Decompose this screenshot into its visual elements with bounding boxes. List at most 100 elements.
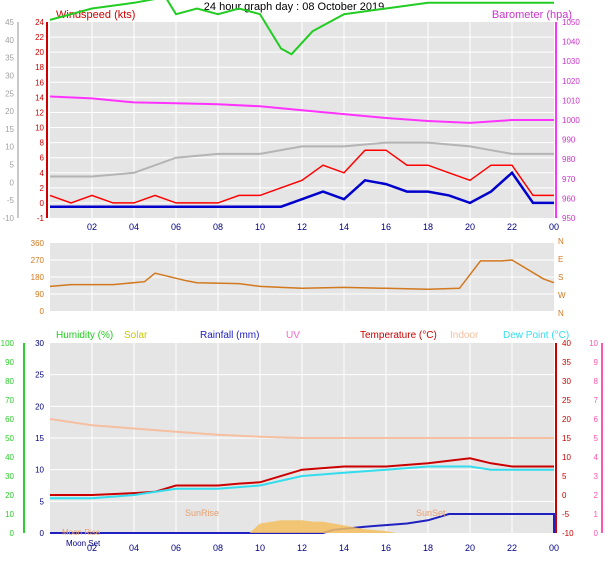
y-tick-label: 990 [562, 136, 576, 145]
x-tick-label: 14 [339, 222, 349, 232]
series-line [50, 465, 554, 500]
y-tick-label: 30 [35, 339, 44, 348]
x-tick-label: 18 [423, 543, 433, 553]
y-tick-label: 1 [594, 510, 599, 519]
y-tick-label: 90 [35, 290, 44, 299]
y-tick-label: 950 [562, 214, 576, 223]
x-tick-label: 16 [381, 222, 391, 232]
x-tick-label: 06 [171, 222, 181, 232]
legend-item: Rainfall (mm) [200, 330, 259, 341]
wind-series [49, 95, 554, 208]
y-tick-label: 5 [594, 434, 599, 443]
uv-axis: 0 1 2 3 4 5 6 7 8 9 10 [589, 339, 603, 538]
y-tick-label: 25 [5, 89, 14, 98]
y-tick-label: 100 [1, 339, 15, 348]
x-tick-label: 12 [297, 543, 307, 553]
y-tick-label: 10 [562, 453, 571, 462]
y-tick-label: 1010 [562, 96, 580, 105]
y-tick-label: 40 [5, 36, 14, 45]
temp-series [49, 0, 555, 534]
y-tick-label: -10 [562, 529, 574, 538]
legend-item: Humidity (%) [56, 330, 113, 341]
x-tick-label: 10 [255, 222, 265, 232]
x-tick-label: 04 [129, 222, 139, 232]
temperature-axis: -10 -5 0 5 10 15 20 25 30 35 40 [555, 339, 574, 538]
y-tick-label: 980 [562, 155, 576, 164]
y-tick-label: 25 [35, 371, 44, 380]
direction-series [49, 259, 555, 291]
y-tick-label: 180 [31, 273, 45, 282]
y-tick-label: 1030 [562, 57, 580, 66]
y-tick-label: 0 [562, 491, 567, 500]
y-tick-label: 1050 [562, 18, 580, 27]
y-tick-label: 5 [40, 497, 45, 506]
y-tick-label: N [558, 309, 564, 318]
y-tick-label: 35 [562, 358, 571, 367]
y-tick-label: 0 [40, 199, 45, 208]
y-tick-label: 10 [35, 124, 44, 133]
wind-x-axis: 02 04 06 08 10 12 14 16 18 20 22 00 [87, 222, 559, 232]
series-line [49, 149, 554, 204]
y-tick-label: -1 [37, 214, 45, 223]
x-tick-label: 14 [339, 543, 349, 553]
y-tick-label: 30 [562, 377, 571, 386]
series-line [50, 170, 554, 208]
series-line [49, 259, 555, 291]
y-tick-label: 30 [5, 472, 14, 481]
y-tick-label: 2 [594, 491, 599, 500]
series-line [49, 95, 554, 124]
y-tick-label: -10 [2, 214, 14, 223]
y-tick-label: 7 [594, 396, 599, 405]
x-tick-label: 02 [87, 222, 97, 232]
x-tick-label: 16 [381, 543, 391, 553]
y-tick-label: 1000 [562, 116, 580, 125]
moonrise-label: Moon Rise [62, 528, 101, 537]
y-tick-label: 6 [594, 415, 599, 424]
y-tick-label: 970 [562, 175, 576, 184]
y-tick-label: 22 [35, 33, 44, 42]
y-tick-label: -5 [562, 510, 570, 519]
direction-grid [50, 243, 554, 311]
y-tick-label: 0 [40, 529, 45, 538]
y-tick-label: 30 [5, 71, 14, 80]
y-tick-label: -5 [7, 196, 15, 205]
barometer-legend: Barometer (hpa) [492, 9, 572, 21]
rain-axis: 0 5 10 15 20 25 30 [35, 339, 44, 538]
y-tick-label: 60 [5, 415, 14, 424]
x-tick-label: 22 [507, 543, 517, 553]
y-tick-label: 0 [10, 529, 15, 538]
y-tick-label: 15 [35, 434, 44, 443]
y-tick-label: 25 [562, 396, 571, 405]
x-tick-label: 12 [297, 222, 307, 232]
x-tick-label: 10 [255, 543, 265, 553]
y-tick-label: 360 [31, 239, 45, 248]
x-tick-label: 08 [213, 543, 223, 553]
temp-x-axis: 02 04 06 08 10 12 14 16 18 20 22 00 [87, 543, 559, 553]
y-tick-label: 4 [40, 169, 45, 178]
y-tick-label: 5 [562, 472, 567, 481]
y-tick-label: 20 [562, 415, 571, 424]
legend-item: UV [286, 330, 300, 341]
legend-item: Temperature (°C) [360, 330, 437, 341]
y-tick-label: 45 [5, 18, 14, 27]
y-tick-label: 20 [5, 107, 14, 116]
sun-moon-annotations: SunRise SunSet Moon Set Moon Rise [62, 508, 446, 548]
humidity-axis: 0 10 20 30 40 50 60 70 80 90 100 [1, 339, 25, 538]
y-tick-label: 0 [40, 307, 45, 316]
x-tick-label: 22 [507, 222, 517, 232]
series-line [49, 0, 554, 56]
legend-item: Solar [124, 330, 148, 341]
y-tick-label: 9 [594, 358, 599, 367]
y-tick-label: 2 [40, 184, 45, 193]
y-tick-label: 80 [5, 377, 14, 386]
y-tick-label: N [558, 237, 564, 246]
y-tick-label: 1020 [562, 77, 580, 86]
x-tick-label: 02 [87, 543, 97, 553]
x-tick-label: 00 [549, 543, 559, 553]
y-tick-label: 5 [10, 161, 15, 170]
y-tick-label: S [558, 273, 563, 282]
solar-area [249, 520, 397, 533]
